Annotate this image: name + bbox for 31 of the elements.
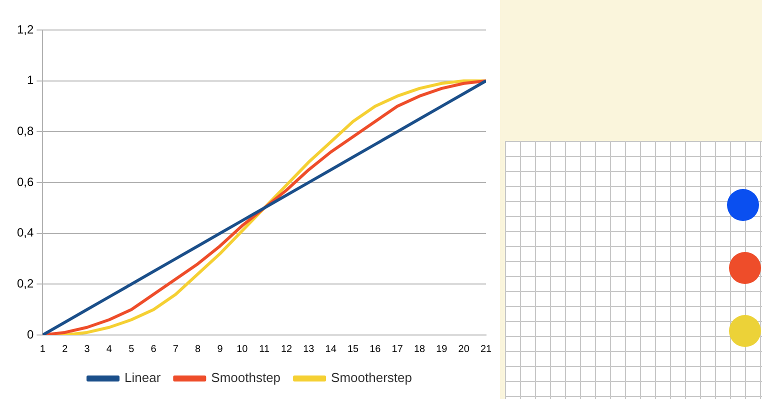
- x-tick-label: 21: [480, 344, 492, 355]
- x-tick-label: 13: [303, 344, 315, 355]
- x-tick-label: 17: [392, 344, 404, 355]
- legend-label: Smootherstep: [331, 370, 412, 386]
- legend-label: Linear: [124, 370, 162, 386]
- x-tick-label: 11: [259, 344, 270, 355]
- x-tick-label: 9: [217, 344, 224, 355]
- x-tick-label: 15: [347, 344, 360, 355]
- y-tick-label: 0: [26, 327, 34, 342]
- x-tick-label: 10: [236, 344, 248, 355]
- x-tick-label: 2: [62, 344, 68, 355]
- x-tick-label: 3: [84, 344, 90, 355]
- x-tick-label: 16: [370, 344, 382, 355]
- x-tick-label: 12: [280, 344, 293, 355]
- legend-label: Smoothstep: [211, 370, 281, 386]
- x-tick-label: 7: [172, 344, 179, 355]
- y-tick-label: 1,2: [16, 22, 34, 36]
- x-tick-label: 8: [195, 344, 202, 355]
- x-tick-label: 5: [128, 344, 135, 355]
- x-tick-label: 20: [458, 344, 470, 355]
- x-tick-label: 19: [436, 344, 448, 355]
- y-tick-label: 0,2: [16, 276, 34, 290]
- y-tick-label: 0,6: [16, 174, 34, 189]
- x-tick-label: 18: [414, 344, 426, 355]
- x-tick-label: 1: [40, 344, 46, 355]
- x-tick-label: 6: [150, 344, 157, 355]
- x-tick-label: 14: [325, 344, 337, 355]
- y-tick-label: 0,4: [16, 226, 34, 240]
- x-tick-label: 4: [106, 344, 112, 355]
- y-tick-label: 1: [26, 73, 34, 88]
- y-tick-label: 0,8: [16, 124, 34, 138]
